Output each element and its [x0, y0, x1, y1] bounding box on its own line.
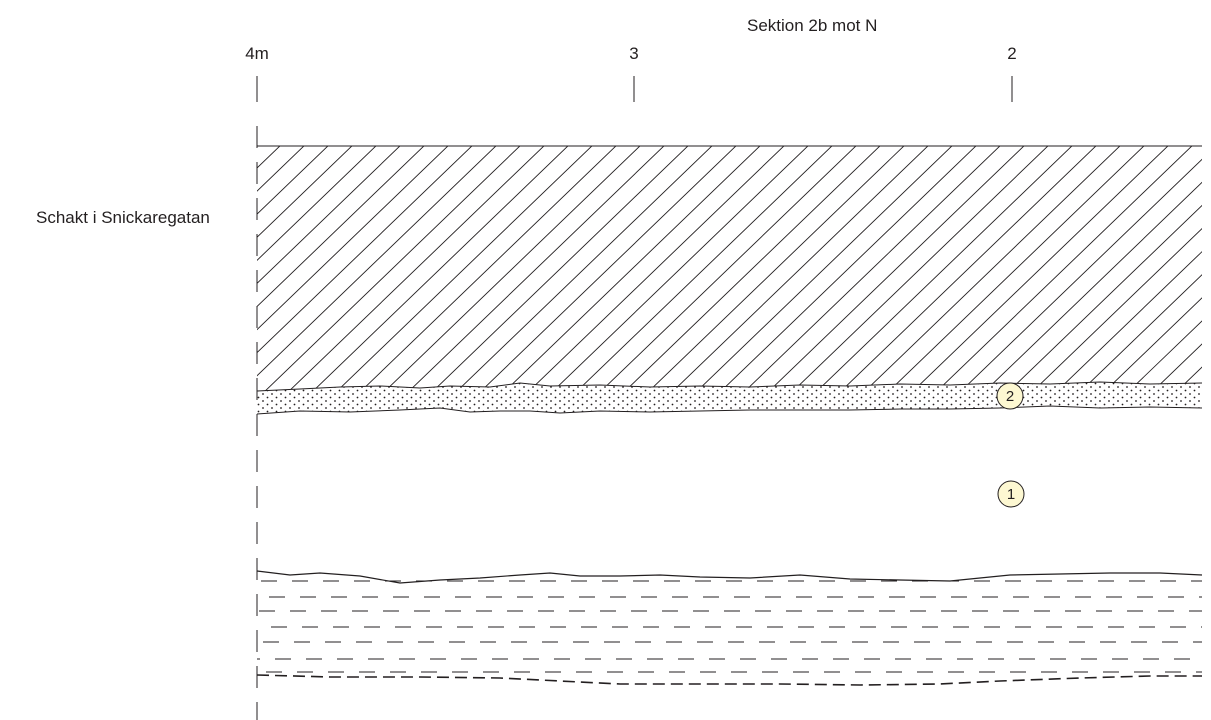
hatch-line — [257, 146, 428, 391]
hatch-line — [257, 146, 356, 391]
hatch-line — [692, 146, 956, 391]
layer-2-band — [257, 382, 1202, 414]
hatch-line — [788, 146, 1052, 391]
hatch-line — [860, 146, 1124, 391]
hatch-line — [980, 146, 1202, 391]
hatch-line — [812, 146, 1076, 391]
hatch-line — [257, 146, 380, 391]
hatch-line — [257, 146, 332, 391]
hatch-line — [740, 146, 1004, 391]
hatch-line — [884, 146, 1148, 391]
hatch-line — [932, 146, 1196, 391]
hatch-line — [257, 146, 404, 391]
base-dashed-boundary — [256, 674, 1202, 686]
hatch-line — [716, 146, 980, 391]
layer-2-top-boundary — [256, 381, 1203, 392]
scale-tick-2: 2 — [1007, 44, 1017, 63]
hatch-line — [1172, 146, 1202, 391]
hatch-line — [476, 146, 740, 391]
hatch-line — [644, 146, 908, 391]
hatch-line — [1148, 146, 1202, 391]
hatch-line — [548, 146, 812, 391]
hatch-line — [428, 146, 692, 391]
layer-2-bottom-boundary — [256, 405, 1203, 415]
hatch-line — [836, 146, 1100, 391]
hatch-line — [380, 146, 644, 391]
hatch-line — [908, 146, 1172, 391]
layer-1-bottom-boundary — [256, 570, 1203, 584]
scale-tick-4m: 4m — [245, 44, 269, 63]
hatch-line — [1124, 146, 1202, 391]
hatch-line — [596, 146, 860, 391]
dashed-stratification — [257, 580, 1202, 673]
hatch-line — [257, 146, 500, 391]
hatch-line — [257, 146, 476, 391]
section-title: Sektion 2b mot N — [747, 16, 878, 35]
hatch-line — [1076, 146, 1202, 391]
hatch-line — [356, 146, 620, 391]
site-label: Schakt i Snickaregatan — [36, 208, 210, 227]
hatch-line — [572, 146, 836, 391]
hatch-line — [668, 146, 932, 391]
hatch-line — [524, 146, 788, 391]
scale-tick-3: 3 — [629, 44, 639, 63]
hatch-line — [620, 146, 884, 391]
hatch-line — [1196, 146, 1202, 391]
hatch-line — [956, 146, 1202, 391]
hatch-line — [452, 146, 716, 391]
hatch-line — [1028, 146, 1202, 391]
hatch-line — [1100, 146, 1202, 391]
layer-marker-1-label: 1 — [1007, 486, 1015, 503]
hatch-line — [500, 146, 764, 391]
hatch-line — [1052, 146, 1202, 391]
layer-marker-2-label: 2 — [1006, 388, 1014, 405]
hatch-line — [257, 146, 308, 391]
hatched-fill-layer — [257, 146, 1202, 391]
layer-marker-1: 1 — [997, 480, 1025, 508]
hatch-line — [332, 146, 596, 391]
layer-marker-2: 2 — [996, 382, 1024, 410]
hatch-line — [257, 146, 452, 391]
hatch-line — [260, 146, 524, 391]
hatch-line — [1004, 146, 1202, 391]
hatch-line — [257, 146, 260, 391]
hatch-line — [764, 146, 1028, 391]
hatch-line — [284, 146, 548, 391]
hatch-line — [308, 146, 572, 391]
hatch-line — [257, 146, 284, 391]
hatch-line — [404, 146, 668, 391]
